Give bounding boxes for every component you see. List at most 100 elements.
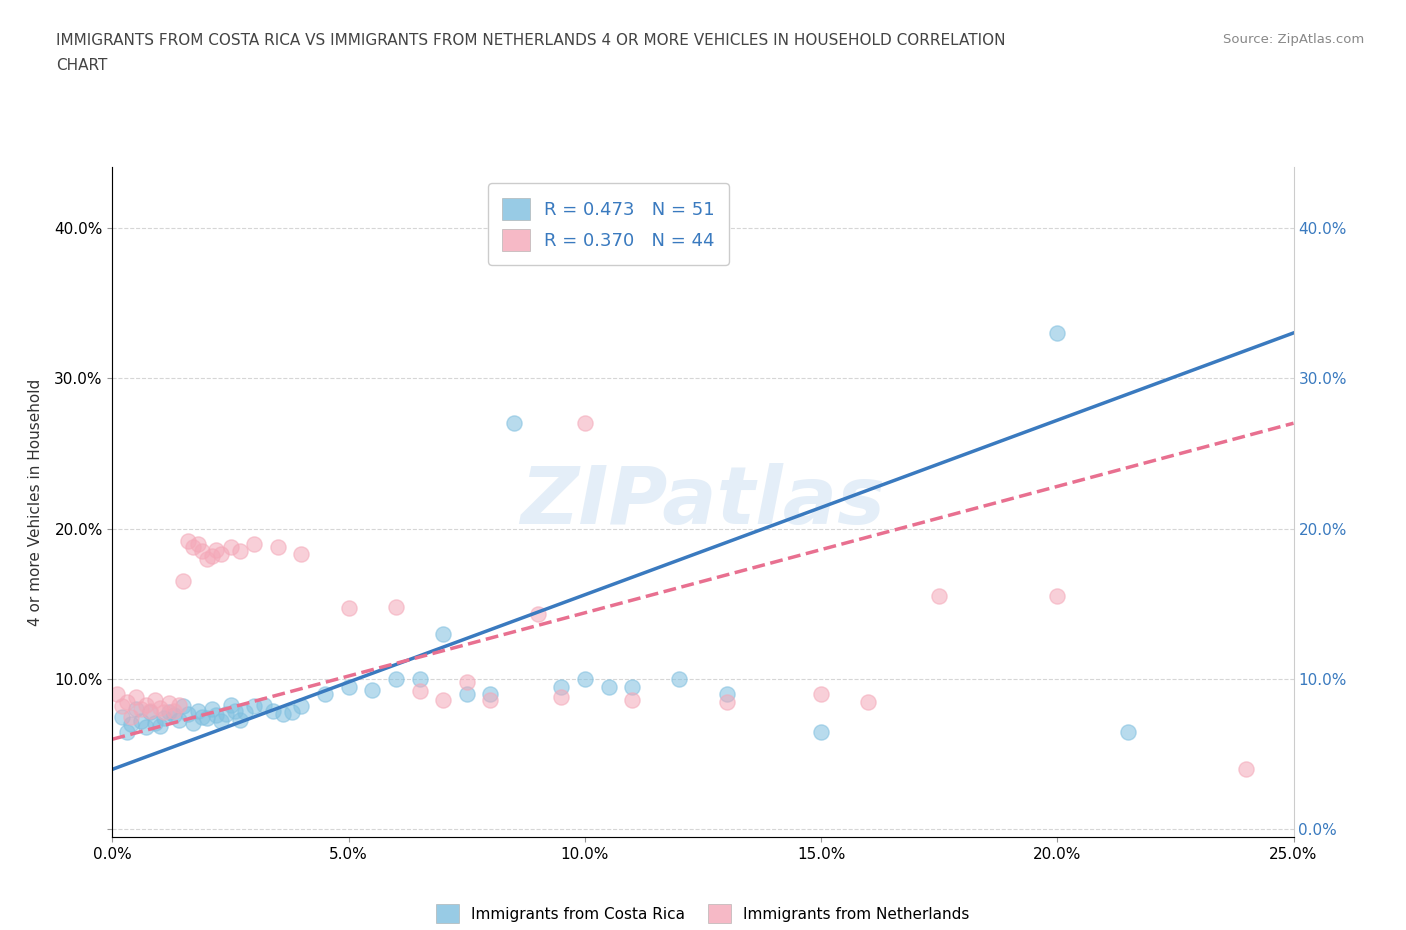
Point	[267, 539, 290, 554]
Point	[157, 705, 180, 720]
Point	[337, 601, 360, 616]
Point	[205, 708, 228, 723]
Point	[105, 686, 128, 701]
Point	[205, 542, 228, 557]
Point	[129, 713, 152, 728]
Point	[271, 706, 294, 721]
Point	[408, 671, 430, 686]
Point	[120, 710, 142, 724]
Point	[550, 690, 572, 705]
Point	[172, 574, 194, 589]
Point	[432, 693, 454, 708]
Point	[598, 679, 620, 694]
Point	[243, 698, 266, 713]
Point	[195, 711, 218, 725]
Point	[408, 684, 430, 698]
Point	[858, 694, 880, 709]
Point	[229, 712, 252, 727]
Point	[290, 698, 312, 713]
Point	[135, 698, 157, 712]
Point	[385, 599, 408, 614]
Point	[143, 715, 166, 730]
Point	[361, 682, 384, 697]
Point	[281, 705, 304, 720]
Point	[149, 700, 172, 715]
Point	[716, 686, 738, 701]
Y-axis label: 4 or more Vehicles in Household: 4 or more Vehicles in Household	[28, 379, 44, 626]
Point	[111, 710, 134, 724]
Point	[215, 706, 238, 721]
Point	[191, 710, 214, 724]
Point	[125, 701, 148, 716]
Point	[177, 706, 200, 721]
Point	[456, 674, 478, 689]
Text: CHART: CHART	[56, 58, 108, 73]
Point	[163, 703, 186, 718]
Point	[503, 416, 526, 431]
Point	[337, 679, 360, 694]
Point	[172, 698, 194, 713]
Point	[253, 698, 276, 712]
Text: Source: ZipAtlas.com: Source: ZipAtlas.com	[1223, 33, 1364, 46]
Point	[115, 694, 138, 709]
Legend: Immigrants from Costa Rica, Immigrants from Netherlands: Immigrants from Costa Rica, Immigrants f…	[430, 898, 976, 929]
Point	[120, 717, 142, 732]
Point	[219, 698, 242, 712]
Point	[479, 693, 502, 708]
Point	[621, 693, 644, 708]
Point	[526, 607, 548, 622]
Point	[928, 589, 950, 604]
Point	[810, 686, 832, 701]
Point	[290, 547, 312, 562]
Point	[668, 671, 690, 686]
Point	[167, 712, 190, 727]
Point	[716, 694, 738, 709]
Point	[1116, 724, 1139, 739]
Point	[810, 724, 832, 739]
Point	[153, 711, 176, 725]
Point	[201, 701, 224, 716]
Point	[432, 627, 454, 642]
Point	[456, 686, 478, 701]
Point	[229, 544, 252, 559]
Point	[1046, 589, 1069, 604]
Point	[314, 686, 336, 701]
Point	[191, 544, 214, 559]
Point	[181, 715, 204, 730]
Text: IMMIGRANTS FROM COSTA RICA VS IMMIGRANTS FROM NETHERLANDS 4 OR MORE VEHICLES IN : IMMIGRANTS FROM COSTA RICA VS IMMIGRANTS…	[56, 33, 1005, 47]
Point	[167, 698, 190, 712]
Point	[163, 708, 186, 723]
Point	[149, 718, 172, 733]
Text: ZIPatlas: ZIPatlas	[520, 463, 886, 541]
Point	[224, 703, 246, 718]
Point	[129, 701, 152, 716]
Point	[195, 551, 218, 566]
Point	[209, 713, 232, 728]
Point	[209, 547, 232, 562]
Point	[186, 703, 208, 718]
Point	[181, 539, 204, 554]
Point	[219, 539, 242, 554]
Point	[153, 705, 176, 720]
Point	[385, 671, 408, 686]
Point	[115, 724, 138, 739]
Point	[233, 705, 256, 720]
Point	[125, 690, 148, 705]
Point	[621, 679, 644, 694]
Point	[1234, 762, 1257, 777]
Point	[177, 533, 200, 548]
Point	[135, 720, 157, 735]
Point	[479, 686, 502, 701]
Point	[111, 698, 134, 713]
Point	[1046, 326, 1069, 340]
Point	[143, 693, 166, 708]
Point	[550, 679, 572, 694]
Point	[574, 416, 596, 431]
Point	[201, 548, 224, 563]
Point	[574, 671, 596, 686]
Point	[186, 536, 208, 551]
Point	[139, 705, 162, 720]
Point	[157, 696, 180, 711]
Point	[243, 536, 266, 551]
Point	[262, 703, 284, 718]
